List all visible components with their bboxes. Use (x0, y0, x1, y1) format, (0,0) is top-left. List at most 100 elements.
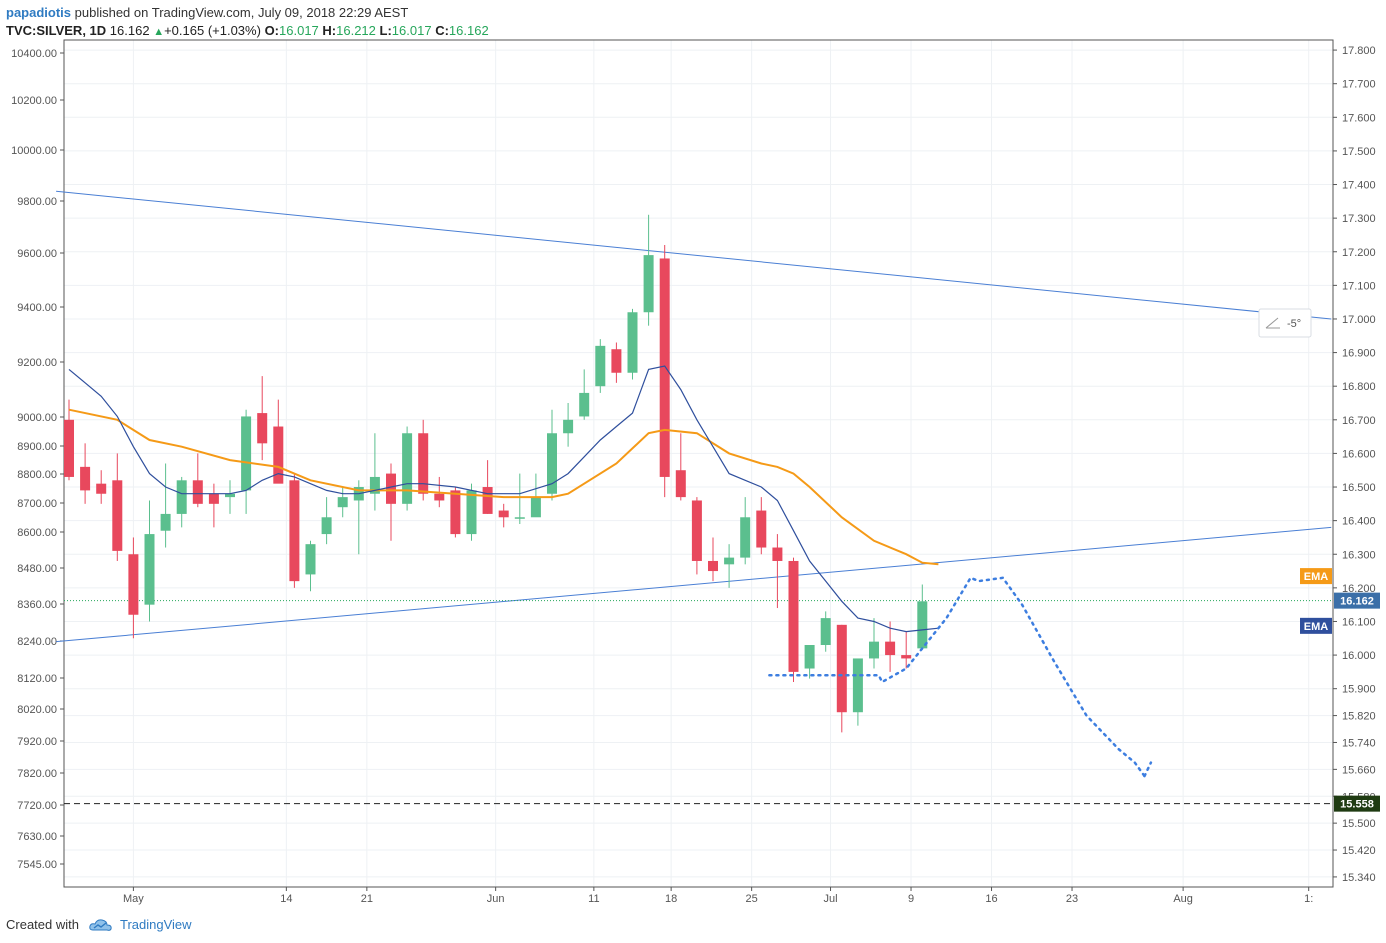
right-axis-tick-label: 16.500 (1342, 482, 1376, 494)
right-axis-tick-label: 15.740 (1342, 737, 1376, 749)
level-price-tag: 15.558 (1334, 795, 1380, 812)
ema-orange-tag-bg (1300, 568, 1332, 585)
right-axis-tick-label: 17.200 (1342, 247, 1376, 259)
left-axis-tick-label: 7545.00 (17, 859, 57, 871)
candle-down (418, 433, 429, 494)
right-axis-tick-label: 16.100 (1342, 616, 1376, 628)
candle-up (160, 513, 171, 531)
candle-up (337, 497, 348, 508)
projection-tail (1143, 761, 1153, 778)
ema-blue-tag-text: EMA (1304, 621, 1329, 633)
candle-up (740, 517, 751, 558)
candle-up (852, 658, 863, 713)
candle-up (402, 433, 413, 504)
right-axis-tick-label: 16.800 (1342, 381, 1376, 393)
x-axis-tick-label: Jul (823, 893, 837, 905)
candle-down (257, 413, 268, 444)
left-axis-tick-label: 8700.00 (17, 498, 57, 510)
ema-blue-tag-bg (1300, 617, 1332, 634)
candle-up (917, 601, 928, 649)
open-label: O: (264, 23, 280, 38)
x-axis-tick-label: 16 (985, 893, 997, 905)
author-link[interactable]: papadiotis (6, 5, 72, 20)
candle-up (579, 392, 590, 417)
left-axis-tick-label: 10400.00 (11, 48, 57, 60)
x-axis-tick-label: 14 (280, 893, 292, 905)
candle-up (514, 517, 525, 519)
ema-blue-tag: EMA (1300, 617, 1332, 634)
last-price-tag-bg (1334, 592, 1380, 609)
left-axis-tick-label: 9600.00 (17, 248, 57, 260)
angle-label: -5° (1258, 308, 1312, 338)
high-value: 16.212 (336, 23, 376, 38)
left-axis-tick-label: 8800.00 (17, 469, 57, 481)
level-price-tag-bg (1334, 795, 1380, 812)
right-axis-tick-label: 15.900 (1342, 684, 1376, 696)
candle-up (530, 497, 541, 518)
right-axis-tick-label: 15.660 (1342, 764, 1376, 776)
left-axis-tick-label: 7630.00 (17, 831, 57, 843)
candle-up (241, 416, 252, 491)
left-axis-tick-label: 10000.00 (11, 145, 57, 157)
published-info: papadiotis published on TradingView.com,… (6, 5, 408, 20)
lower-trendline (56, 526, 1332, 643)
right-axis-tick-label: 15.820 (1342, 711, 1376, 723)
angle-icon (1265, 317, 1280, 329)
right-axis-tick-label: 17.800 (1342, 45, 1376, 57)
candle-down (756, 510, 767, 548)
last-price-tag: 16.162 (1334, 592, 1380, 609)
candle-down (434, 493, 445, 501)
right-axis-tick-label: 16.400 (1342, 516, 1376, 528)
left-axis-tick-label: 8360.00 (17, 599, 57, 611)
candle-up (225, 493, 235, 498)
close-value: 16.162 (448, 23, 489, 38)
right-axis-tick-label: 16.300 (1342, 549, 1376, 561)
projection-path (768, 576, 1146, 778)
left-axis-tick-label: 9400.00 (17, 302, 57, 314)
left-axis-tick-label: 7720.00 (17, 800, 57, 812)
candle-down (708, 560, 718, 572)
angle-value: -5° (1287, 318, 1301, 330)
level-price-tag-text: 15.558 (1340, 799, 1374, 811)
last-price-value: 16.162 (109, 23, 150, 38)
grid-lines (64, 40, 1333, 887)
candle-up (820, 618, 831, 645)
x-axis-tick-label: Aug (1173, 893, 1193, 905)
candle-down (112, 480, 123, 551)
candle-down (885, 641, 896, 656)
candle-down (836, 624, 847, 713)
right-axis-tick-label: 16.700 (1342, 415, 1376, 427)
candle-up (563, 419, 574, 434)
candle-down (80, 466, 91, 491)
x-axis-tick-label: 21 (361, 893, 373, 905)
low-label: L: (379, 23, 392, 38)
candle-down (482, 487, 493, 514)
candle-down (659, 258, 670, 477)
symbol-label: TVC:SILVER, 1D (6, 23, 107, 38)
right-axis-tick-label: 17.600 (1342, 112, 1376, 124)
candle-up (804, 645, 815, 669)
right-axis-tick-label: 16.000 (1342, 650, 1376, 662)
tradingview-cloud-icon (88, 918, 113, 935)
x-axis-tick-label: 18 (665, 893, 677, 905)
x-axis-tick-label: 25 (746, 893, 758, 905)
ema-orange-tag-text: EMA (1304, 571, 1329, 583)
candle-down (386, 473, 396, 504)
candle-down (611, 349, 622, 373)
right-axis-tick-label: 17.500 (1342, 146, 1376, 158)
candle-down (96, 483, 107, 494)
tradingview-brand-link[interactable]: TradingView (120, 917, 192, 932)
left-axis-tick-label: 9800.00 (17, 196, 57, 208)
angle-label-box (1258, 308, 1312, 338)
candle-down (901, 655, 912, 659)
left-axis-tick-label: 10200.00 (11, 95, 57, 107)
candle-down (788, 560, 799, 672)
right-axis-tick-label: 17.300 (1342, 213, 1376, 225)
x-axis-tick-label: 11 (588, 893, 599, 905)
left-axis-tick-label: 9000.00 (17, 412, 57, 424)
ema-blue-line (68, 365, 939, 633)
candle-up (724, 557, 735, 565)
open-value: 16.017 (279, 23, 319, 38)
candle-up (321, 517, 332, 535)
